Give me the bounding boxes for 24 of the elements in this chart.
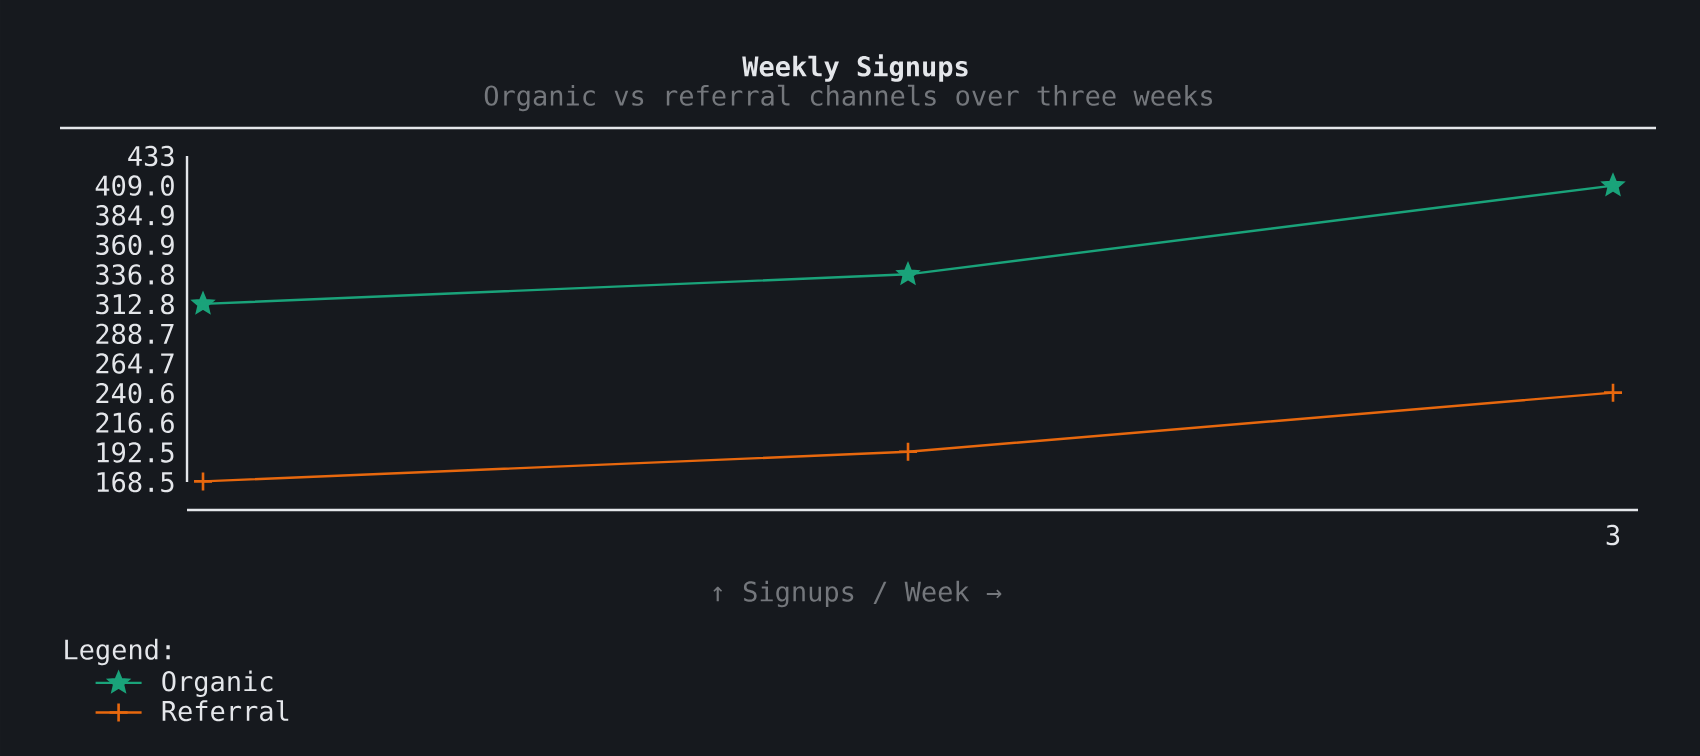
chart-subtitle: Organic vs referral channels over three weeks bbox=[484, 84, 1213, 112]
point bbox=[1602, 382, 1624, 403]
y-tick-label: 360.9 bbox=[96, 234, 174, 256]
y-tick-label: 288.7 bbox=[96, 323, 174, 345]
point bbox=[897, 263, 919, 284]
y-tick-label: 240.6 bbox=[96, 382, 174, 404]
legend-label: Organic bbox=[162, 670, 273, 697]
legend-label: Referral bbox=[162, 700, 289, 722]
legend-title: Legend: bbox=[65, 638, 170, 666]
y-tick-label: 216.6 bbox=[96, 412, 174, 433]
x-axis-title: ↑ Signups / Week → bbox=[713, 580, 1002, 608]
y-tick-label: 168.5 bbox=[97, 471, 174, 493]
y-tick-label: 409.0 bbox=[95, 175, 174, 196]
y-tick-label: 312.8 bbox=[96, 293, 174, 315]
point bbox=[1602, 174, 1624, 195]
y-tick-label: 336.8 bbox=[96, 264, 174, 285]
y-tick-label: 264.7 bbox=[96, 353, 174, 374]
y-tick-label: 433 bbox=[128, 145, 174, 167]
point bbox=[192, 471, 214, 492]
y-tick-label: 384.9 bbox=[96, 205, 174, 226]
x-tick-label: 3 bbox=[1606, 524, 1620, 546]
chart-title: Weekly Signups bbox=[742, 54, 968, 82]
y-tick-label: 192.5 bbox=[97, 442, 174, 463]
point bbox=[897, 441, 919, 463]
